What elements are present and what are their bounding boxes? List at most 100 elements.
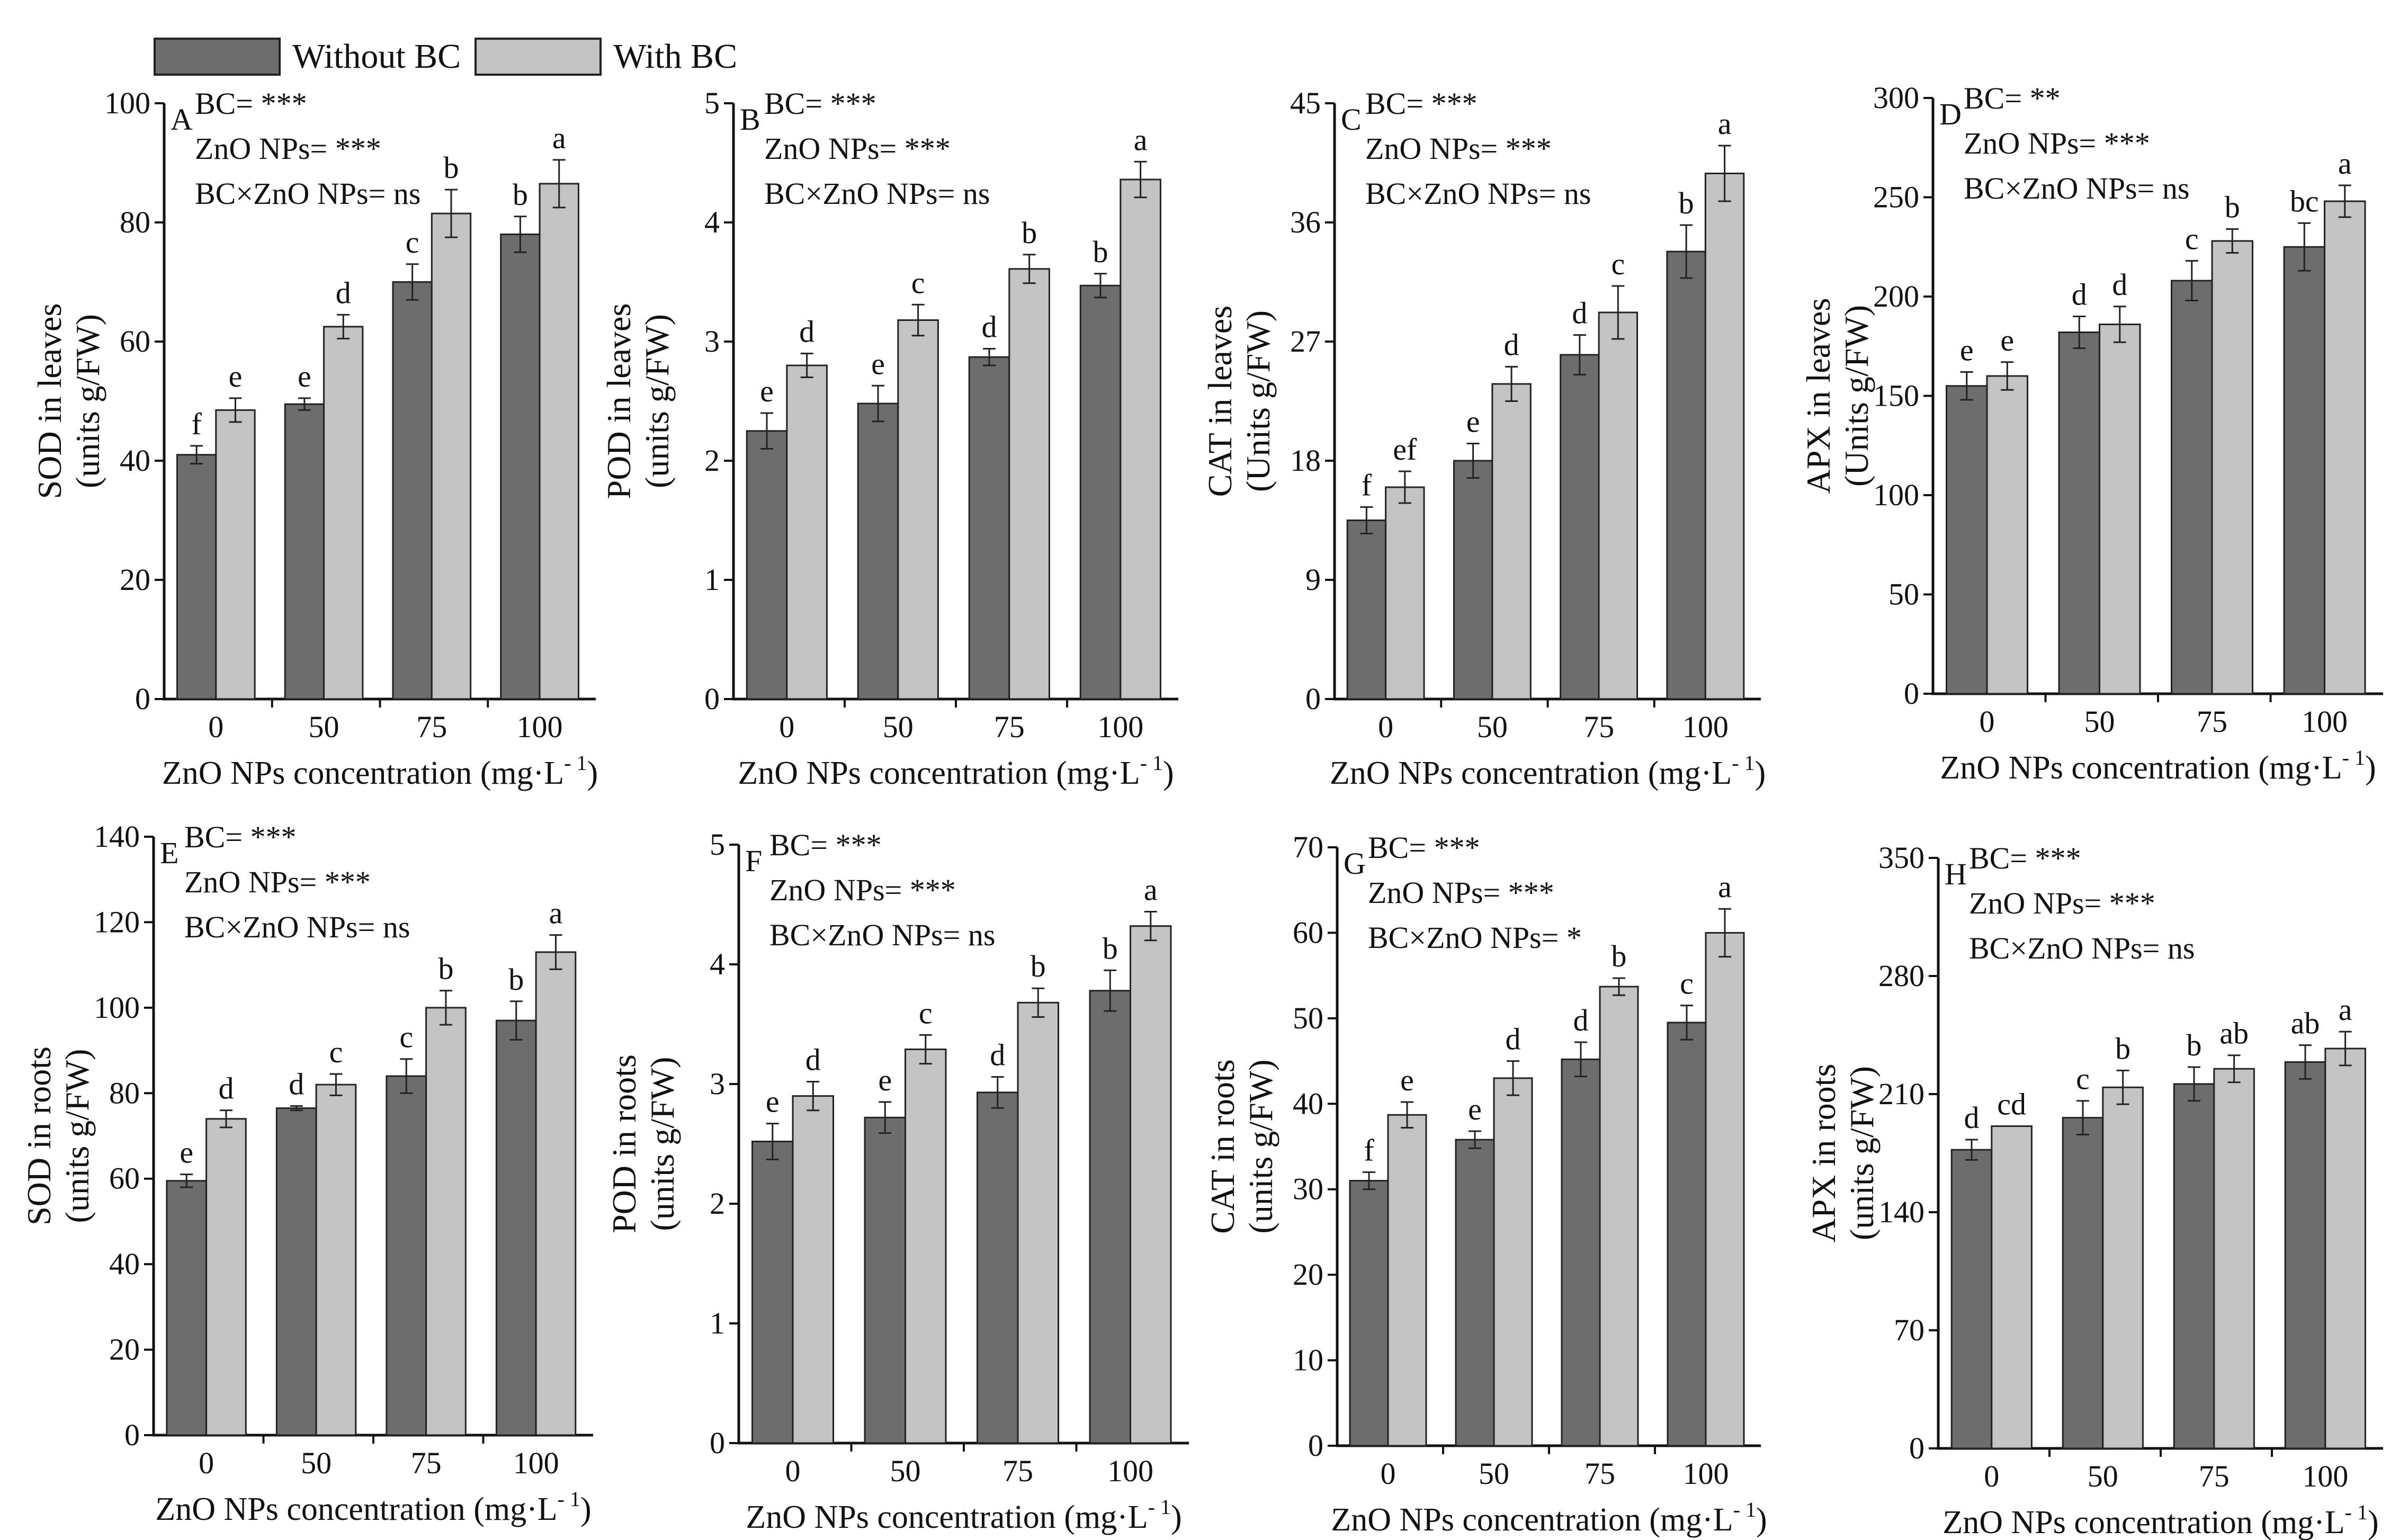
- stat-interaction: BC×ZnO NPs= ns: [769, 918, 995, 952]
- legend-swatch-with-bc: [475, 38, 602, 76]
- bar-without-bc: [857, 402, 899, 700]
- y-tick-label: 40: [1293, 1086, 1323, 1121]
- y-tick-label: 0: [1904, 676, 1919, 711]
- bar-without-bc: [977, 1091, 1019, 1444]
- error-bar: [514, 216, 527, 253]
- error-bar: [766, 1123, 779, 1160]
- stat-interaction: BC×ZnO NPs= ns: [184, 910, 410, 944]
- x-axis-label-main: ZnO NPs concentration (mg·L: [1331, 1502, 1733, 1538]
- significance-letter: b: [1031, 949, 1046, 983]
- bar-with-bc: [1008, 268, 1050, 700]
- error-bar: [1574, 1041, 1587, 1078]
- error-bar: [406, 263, 419, 301]
- error-bar: [2188, 1066, 2200, 1102]
- bar-without-bc: [1453, 460, 1493, 700]
- stat-zno: ZnO NPs= ***: [1368, 875, 1554, 910]
- error-bar: [1094, 273, 1107, 299]
- x-axis-label-sup: - 1: [2345, 1500, 2368, 1524]
- x-axis-label: ZnO NPs concentration (mg·L- 1): [1330, 751, 1766, 791]
- x-tick-label: 50: [883, 710, 914, 744]
- error-bar: [329, 1073, 343, 1096]
- y-axis-label-line2: (units g/FW): [69, 314, 106, 488]
- bar-with-bc: [2102, 1086, 2144, 1449]
- error-bar: [400, 1058, 413, 1094]
- stat-zno: ZnO NPs= ***: [1969, 886, 2155, 920]
- bar-without-bc: [495, 1019, 537, 1436]
- significance-letter: d: [805, 1042, 821, 1077]
- bar-without-bc: [1089, 990, 1131, 1444]
- legend-item-with-bc: With BC: [475, 37, 737, 77]
- y-tick-label: 140: [1878, 1195, 1924, 1229]
- error-bar: [1469, 1130, 1481, 1149]
- significance-letter: cd: [1997, 1087, 2026, 1122]
- x-tick-label: 100: [1097, 710, 1143, 744]
- y-tick-label: 36: [1290, 205, 1321, 239]
- bar-with-bc: [539, 183, 579, 700]
- x-tick-label: 0: [1980, 704, 1995, 739]
- significance-letter: c: [1680, 966, 1694, 1001]
- x-axis-label: ZnO NPs concentration (mg·L- 1): [738, 751, 1174, 791]
- x-tick-label: 50: [2084, 704, 2115, 739]
- error-bar: [290, 1105, 303, 1112]
- error-bar: [1401, 1101, 1413, 1129]
- y-tick-label: 60: [120, 324, 150, 359]
- significance-letter: ef: [1393, 432, 1417, 467]
- y-tick-label: 50: [1888, 577, 1919, 612]
- x-axis-label-sup: - 1: [1140, 751, 1163, 775]
- x-axis-label-end: ): [1756, 1502, 1767, 1538]
- significance-letter: d: [289, 1067, 304, 1102]
- error-bar: [1134, 160, 1147, 199]
- significance-letter: e: [2000, 323, 2014, 357]
- significance-letter: e: [1960, 333, 1974, 368]
- x-axis-label-main: ZnO NPs concentration (mg·L: [738, 755, 1140, 791]
- x-axis-label: ZnO NPs concentration (mg·L- 1): [746, 1495, 1181, 1535]
- bar-with-bc: [205, 1118, 247, 1436]
- x-tick-label: 100: [2302, 1459, 2348, 1493]
- stat-bc: BC= ***: [195, 86, 307, 121]
- x-axis-label-sup: - 1: [1148, 1495, 1171, 1519]
- bar-without-bc: [1946, 385, 1988, 695]
- error-bar: [1104, 969, 1117, 1012]
- significance-letter: e: [229, 359, 243, 393]
- error-bar: [1363, 1171, 1375, 1190]
- error-bar: [219, 1109, 232, 1129]
- y-tick-label: 50: [1293, 1001, 1323, 1035]
- y-axis-label-line1: APX in leaves: [1800, 298, 1837, 494]
- significance-letter: b: [1093, 235, 1108, 269]
- bar-without-bc: [386, 1075, 427, 1436]
- significance-letter: d: [2072, 277, 2087, 312]
- y-tick-label: 280: [1878, 959, 1924, 993]
- y-axis-label: APX in roots(units g/FW): [1805, 1064, 1881, 1243]
- stat-interaction: BC×ZnO NPs= ns: [1964, 171, 2189, 205]
- error-bar: [2298, 222, 2311, 272]
- bar-without-bc: [500, 234, 541, 700]
- y-axis-label: SOD in leaves(units g/FW): [31, 303, 106, 499]
- bar-without-bc: [2062, 1117, 2104, 1449]
- x-axis-label: ZnO NPs concentration (mg·L- 1): [1331, 1498, 1767, 1538]
- significance-letter: c: [2076, 1062, 2090, 1096]
- significance-letter: b: [1612, 939, 1627, 973]
- significance-letter: e: [760, 374, 774, 408]
- bar-with-bc: [431, 212, 472, 700]
- error-bar: [872, 384, 884, 423]
- y-tick-label: 200: [1873, 279, 1919, 314]
- panel-letter: B: [740, 102, 760, 137]
- error-bar: [807, 1080, 820, 1112]
- stat-interaction: BC×ZnO NPs= ns: [1969, 931, 2195, 965]
- panel-letter: C: [1341, 102, 1362, 137]
- x-tick-label: 50: [2088, 1459, 2118, 1493]
- significance-letter: a: [552, 121, 566, 155]
- bar-without-bc: [392, 281, 433, 700]
- y-tick-label: 250: [1873, 180, 1919, 214]
- bar-with-bc: [1991, 1125, 2033, 1449]
- bar-with-bc: [1598, 311, 1639, 700]
- significance-letter: f: [191, 407, 202, 441]
- y-tick-label: 210: [1878, 1077, 1924, 1111]
- x-axis-label-sup: - 1: [1733, 1498, 1756, 1521]
- bar-without-bc: [166, 1180, 208, 1436]
- x-tick-label: 0: [1381, 1456, 1396, 1491]
- y-tick-label: 27: [1290, 324, 1321, 359]
- bar-with-bc: [1599, 986, 1639, 1447]
